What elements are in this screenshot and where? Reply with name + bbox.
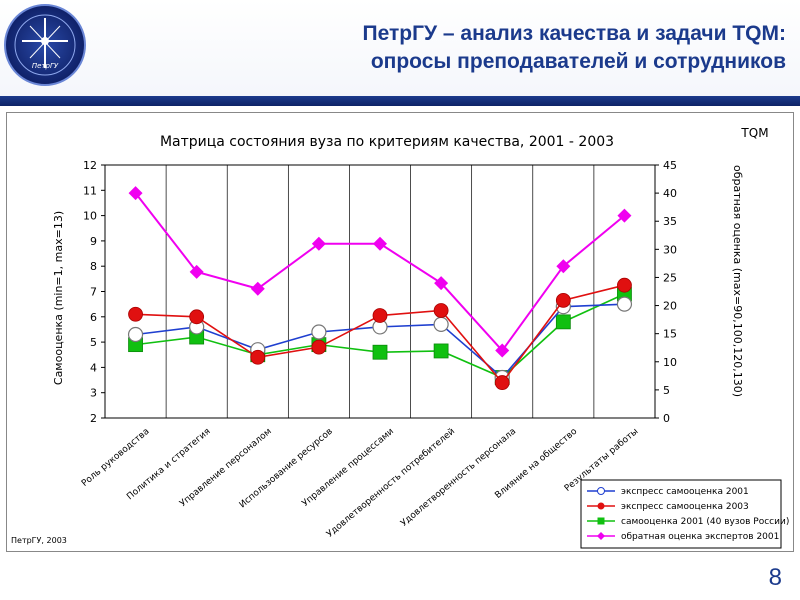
data-point [556, 259, 571, 274]
page-title: ПетрГУ – анализ качества и задачи TQM: о… [146, 20, 786, 76]
data-point [373, 236, 387, 251]
y-right-tick-label: 25 [663, 271, 677, 284]
legend-marker [597, 487, 605, 495]
title-line-2: опросы преподавателей и сотрудников [370, 50, 786, 73]
data-point [555, 292, 571, 308]
data-point [433, 343, 449, 359]
plot-area [104, 164, 656, 419]
data-point [128, 306, 143, 322]
legend-label: самооценка 2001 (40 вузов России) [621, 517, 789, 527]
tqm-label: TQM [740, 126, 768, 140]
y-axis-left-label: Самооценка (min=1, max=13) [52, 211, 65, 385]
legend-marker [597, 517, 605, 525]
x-category-label: Удовлетворенность потребителей [325, 427, 457, 540]
y-left-tick-label: 8 [90, 260, 97, 273]
data-point [495, 343, 510, 358]
logo-mark: ПетрГУ [32, 62, 59, 70]
data-point [127, 326, 144, 343]
slide-header: ПетрГУ ПетрГУ – анализ качества и задачи… [0, 0, 800, 100]
data-point [189, 264, 204, 279]
y-left-tick-label: 10 [83, 210, 97, 223]
university-logo: ПетрГУ [4, 4, 86, 86]
y-left-tick-label: 7 [90, 286, 97, 299]
data-point [617, 277, 632, 293]
y-right-tick-label: 0 [663, 412, 670, 425]
chart-title: Матрица состояния вуза по критериям каче… [160, 134, 614, 150]
data-point [434, 276, 449, 291]
x-category-label: Удовлетворенность персонала [399, 427, 518, 529]
y-right-tick-label: 30 [663, 243, 677, 256]
y-left-tick-label: 5 [90, 336, 97, 349]
data-point [433, 316, 449, 332]
data-point [616, 296, 633, 312]
data-point [617, 208, 632, 223]
y-left-tick-label: 4 [90, 361, 97, 374]
data-point [311, 236, 326, 251]
data-point [311, 324, 327, 340]
y-right-tick-label: 40 [663, 187, 677, 200]
y-right-tick-label: 35 [663, 215, 677, 228]
y-left-tick-label: 6 [90, 311, 97, 324]
y-left-tick-label: 12 [83, 159, 97, 172]
data-point [433, 303, 449, 318]
title-line-1: ПетрГУ – анализ качества и задачи TQM: [362, 22, 786, 45]
data-point [494, 375, 510, 390]
data-point [372, 344, 388, 360]
legend-marker [597, 532, 605, 540]
y-left-tick-label: 11 [83, 184, 97, 197]
chart-panel: Матрица состояния вуза по критериям каче… [6, 112, 794, 552]
data-point [128, 186, 143, 201]
data-point [311, 339, 327, 355]
legend-label: экспресс самооценка 2003 [621, 502, 749, 512]
y-left-tick-label: 9 [90, 235, 97, 248]
y-right-tick-label: 5 [663, 384, 670, 397]
y-right-tick-label: 15 [663, 328, 677, 341]
x-category-label: Роль руководства [80, 427, 151, 489]
data-point [250, 281, 265, 296]
data-point [372, 308, 388, 323]
y-left-tick-label: 3 [90, 387, 97, 400]
y-left-tick-label: 2 [90, 412, 97, 425]
data-point [189, 309, 205, 325]
chart: Матрица состояния вуза по критериям каче… [11, 126, 789, 549]
y-right-tick-label: 10 [663, 356, 677, 369]
legend-marker [597, 502, 605, 510]
data-point [250, 349, 266, 365]
page-number: 8 [768, 564, 782, 591]
y-right-tick-label: 20 [663, 300, 677, 313]
legend-label: обратная оценка экспертов 2001 [621, 532, 779, 542]
data-point [555, 314, 571, 330]
y-right-tick-label: 45 [663, 159, 677, 172]
y-axis-right-label: обратная оценка (max=90,100,120,130) [731, 165, 744, 397]
header-divider [0, 96, 800, 106]
legend-label: экспресс самооценка 2001 [621, 487, 749, 497]
source-label: ПетрГУ, 2003 [11, 536, 67, 545]
logo-emblem-icon: ПетрГУ [14, 14, 76, 76]
